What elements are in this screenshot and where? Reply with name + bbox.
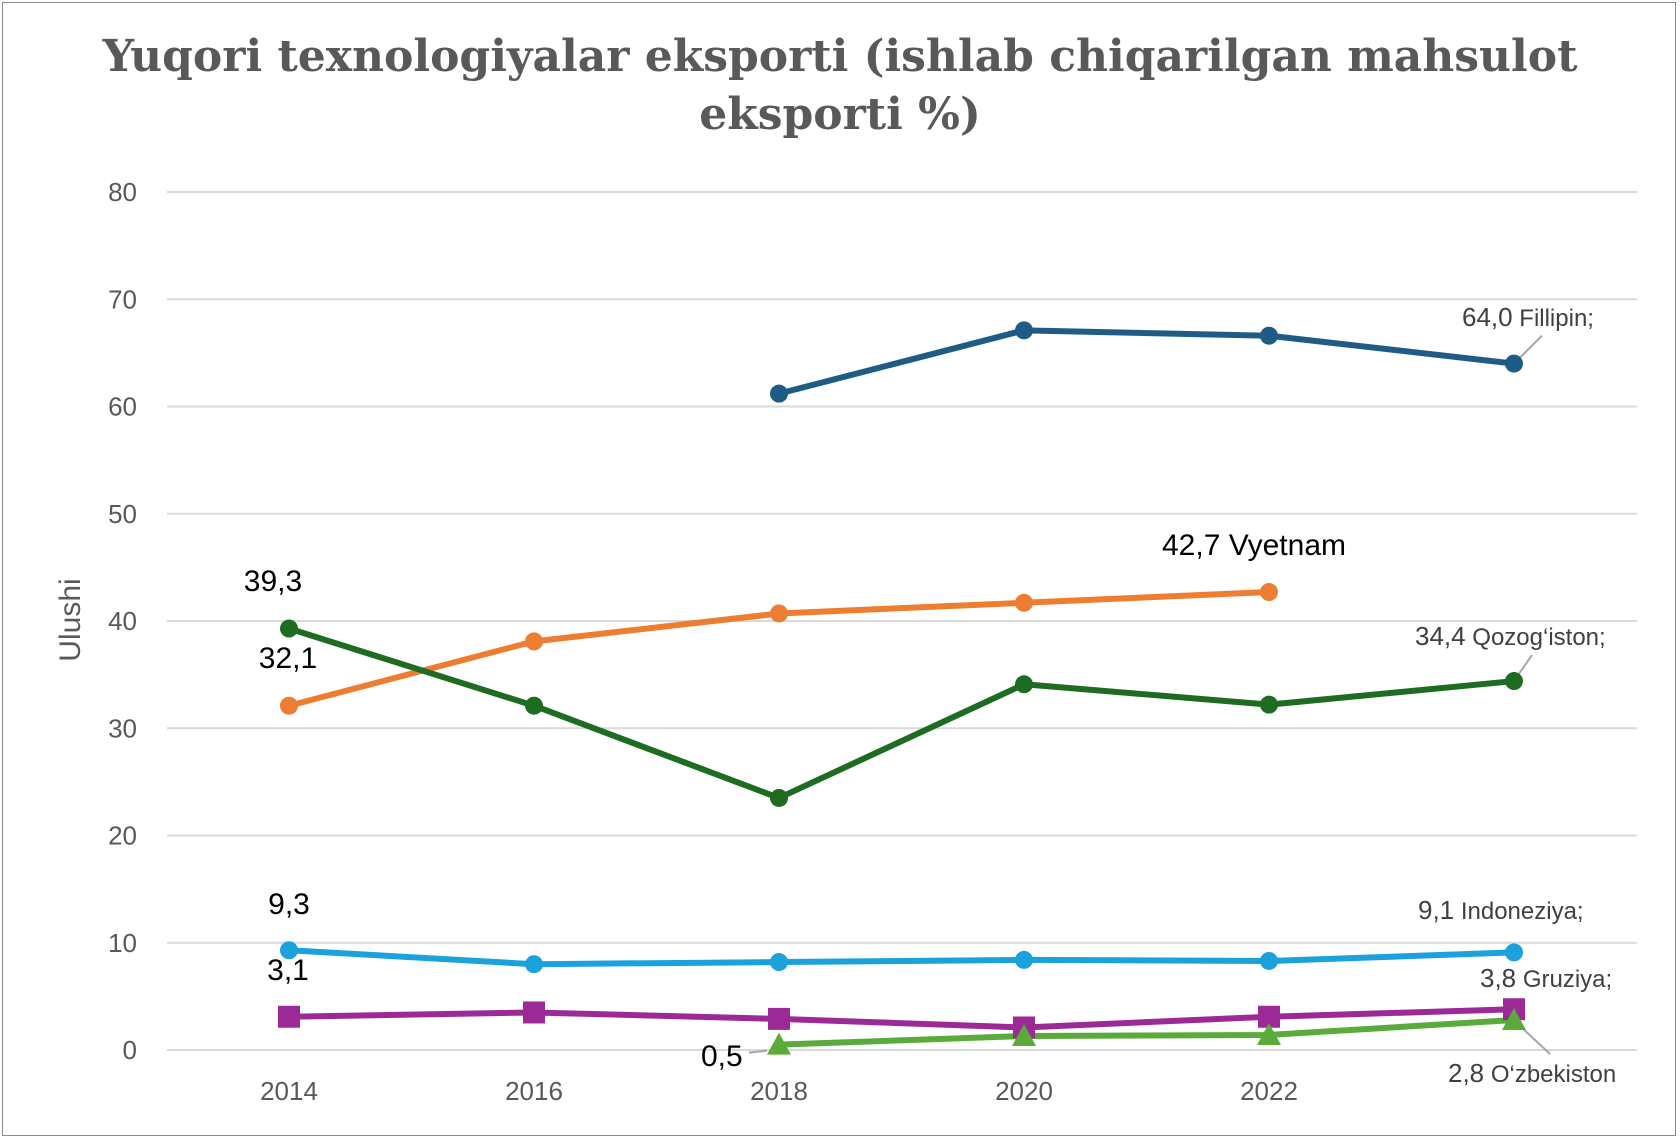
data-point-ozbekiston [1257,1022,1281,1045]
series-line-indoneziya [286,947,1517,968]
data-point-vyetnam [280,696,298,715]
data-point-qozogiston [280,619,298,638]
data-point-fillipin [770,384,788,403]
y-tick-label: 0 [123,1035,137,1065]
label-leader-lines [748,334,1551,1055]
series-line-fillipin [776,327,1517,397]
series-lines [286,327,1517,1048]
data-point-qozogiston [1260,695,1278,714]
data-label-qozogiston: 39,3 [244,565,302,598]
data-label-indoneziya: 9,1 Indoneziya; [1418,895,1584,925]
data-point-qozogiston [525,696,543,715]
data-point-indoneziya [280,941,298,960]
data-point-gruziya [1258,1005,1280,1028]
data-point-indoneziya [1505,943,1523,962]
data-point-indoneziya [525,955,543,974]
x-tick-label: 2022 [1240,1076,1298,1106]
x-tick-label: 2018 [750,1076,808,1106]
x-tick-label: 2014 [260,1076,318,1106]
data-point-vyetnam [525,632,543,651]
leader-line [1519,1025,1551,1055]
y-tick-label: 50 [108,499,137,529]
data-label-indoneziya: 9,3 [268,888,310,921]
data-labels: 64,0 Fillipin; 42,7 Vyetnam 34,4 Qozog‘ist… [244,302,1616,1088]
data-point-qozogiston [770,788,788,807]
y-tick-label: 10 [108,928,137,958]
data-point-vyetnam [770,604,788,623]
data-point-vyetnam [1015,593,1033,612]
series-markers [278,321,1526,1055]
data-label-vyetnam: 42,7 Vyetnam [1162,529,1346,562]
y-tick-label: 60 [108,392,137,422]
data-point-fillipin [1505,354,1523,373]
data-point-qozogiston [1505,672,1523,691]
data-point-gruziya [523,1001,545,1024]
data-label-gruziya: 3,8 Gruziya; [1480,963,1612,993]
data-point-vyetnam [1260,583,1278,602]
x-tick-label: 2016 [505,1076,563,1106]
leader-line [1517,334,1543,361]
y-tick-label: 20 [108,821,137,851]
data-label-ozbekiston: 0,5 [701,1040,743,1073]
y-tick-label: 30 [108,713,137,743]
x-tick-label: 2020 [995,1076,1053,1106]
leader-line [1517,654,1533,676]
data-label-vyetnam: 32,1 [259,642,317,675]
x-axis-ticks: 2014 2016 2018 2020 2022 [260,1076,1298,1106]
data-point-ozbekiston [767,1032,791,1055]
data-point-indoneziya [1260,951,1278,970]
leader-line [748,1049,768,1054]
y-tick-label: 40 [108,606,137,636]
y-tick-label: 70 [108,284,137,314]
data-point-indoneziya [770,953,788,972]
chart-title-line-1: Yuqori texnologiyalar eksporti (ishlab c… [102,31,1578,82]
data-point-fillipin [1015,321,1033,340]
y-axis-label: Ulushi [54,578,87,661]
data-point-qozogiston [1015,675,1033,694]
data-point-gruziya [768,1007,790,1030]
data-label-ozbekiston: 2,8 O‘zbekiston [1448,1058,1616,1088]
chart-title: Yuqori texnologiyalar eksporti (ishlab c… [60,28,1620,144]
series-line-ozbekiston [776,1016,1517,1048]
gridlines [167,191,1637,1051]
series-line-gruziya [286,1006,1517,1031]
y-axis-ticks: 0 10 20 30 40 50 60 70 80 [108,177,137,1065]
data-label-gruziya: 3,1 [267,954,309,987]
data-label-qozogiston: 34,4 Qozog‘iston; [1415,621,1606,651]
data-point-indoneziya [1015,950,1033,969]
y-tick-label: 80 [108,177,137,207]
chart-title-line-2: eksporti %) [699,89,981,140]
data-point-ozbekiston [1502,1007,1526,1030]
data-point-ozbekiston [1012,1024,1036,1047]
series-line-qozogiston [286,625,1517,801]
data-point-gruziya [278,1005,300,1028]
data-point-fillipin [1260,326,1278,345]
data-label-fillipin: 64,0 Fillipin; [1462,302,1594,332]
